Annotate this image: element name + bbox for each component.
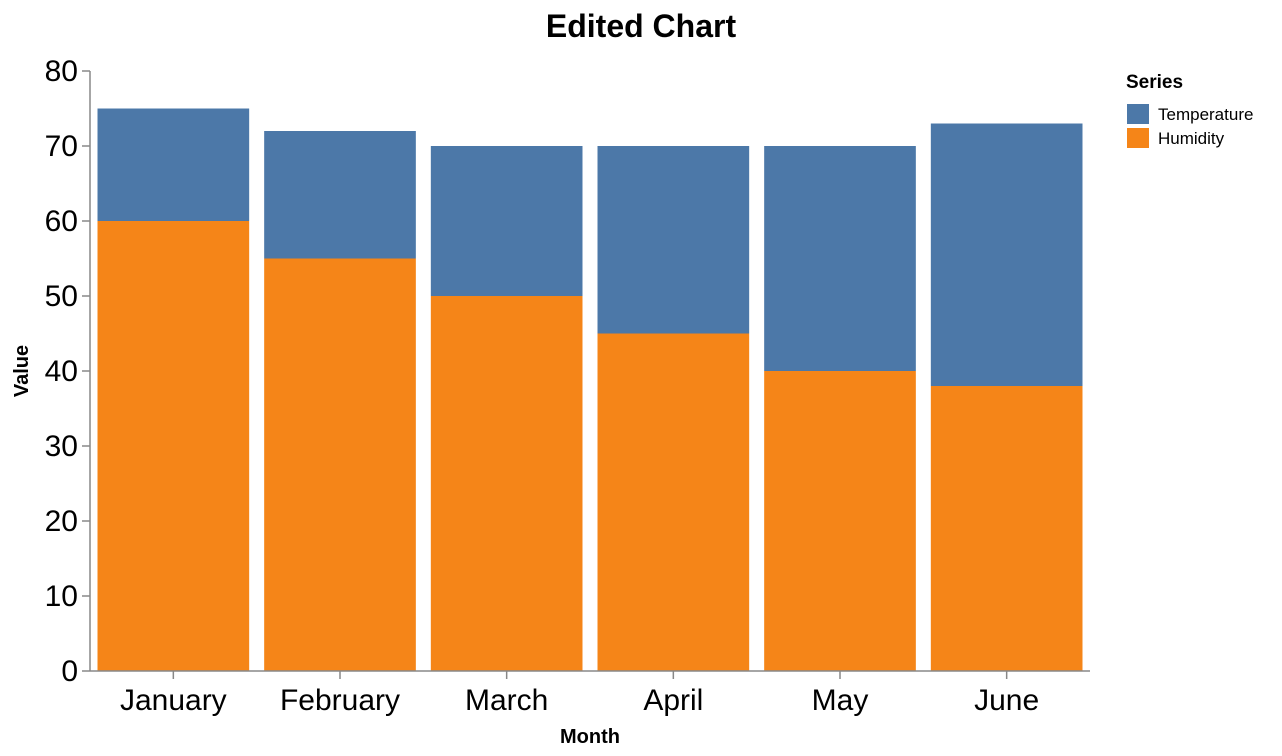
y-tick-label: 10: [45, 580, 78, 613]
x-tick-label: May: [812, 684, 869, 717]
legend-label-humidity: Humidity: [1158, 129, 1225, 148]
bars-group: [97, 108, 1083, 671]
x-tick-label: February: [280, 684, 400, 717]
y-axis: 0 10 20 30 40 50 60 70 80: [45, 55, 91, 688]
bar-humidity-april: [597, 333, 750, 671]
bar-temperature-february: [264, 131, 416, 259]
legend-label-temperature: Temperature: [1158, 105, 1253, 124]
bar-temperature-january: [97, 108, 250, 221]
y-tick-label: 40: [45, 355, 78, 388]
legend-swatch-humidity: [1127, 128, 1149, 148]
bar-humidity-february: [264, 258, 416, 671]
y-tick-label: 30: [45, 430, 78, 463]
bar-temperature-may: [764, 146, 916, 371]
bar-temperature-june: [930, 123, 1083, 386]
x-tick-label: March: [465, 684, 548, 717]
legend-title: Series: [1126, 72, 1183, 93]
bar-temperature-march: [430, 146, 583, 296]
x-tick-label: June: [974, 684, 1039, 717]
y-tick-label: 50: [45, 280, 78, 313]
x-tick-label: January: [120, 684, 227, 717]
y-tick-label: 20: [45, 505, 78, 538]
y-tick-label: 80: [45, 55, 78, 88]
bar-humidity-june: [930, 386, 1083, 671]
x-axis: January February March April May June: [90, 670, 1090, 717]
bar-humidity-january: [97, 221, 250, 671]
chart-title: Edited Chart: [546, 8, 737, 44]
y-tick-label: 60: [45, 205, 78, 238]
x-axis-title: Month: [560, 726, 620, 748]
bar-temperature-april: [597, 146, 750, 334]
x-tick-label: April: [643, 684, 703, 717]
bar-humidity-march: [430, 296, 583, 671]
legend-swatch-temperature: [1127, 104, 1149, 124]
bar-humidity-may: [764, 371, 916, 671]
y-tick-label: 70: [45, 130, 78, 163]
legend: Series Temperature Humidity: [1126, 72, 1253, 148]
y-axis-title: Value: [11, 345, 33, 397]
y-tick-label: 0: [61, 655, 78, 688]
